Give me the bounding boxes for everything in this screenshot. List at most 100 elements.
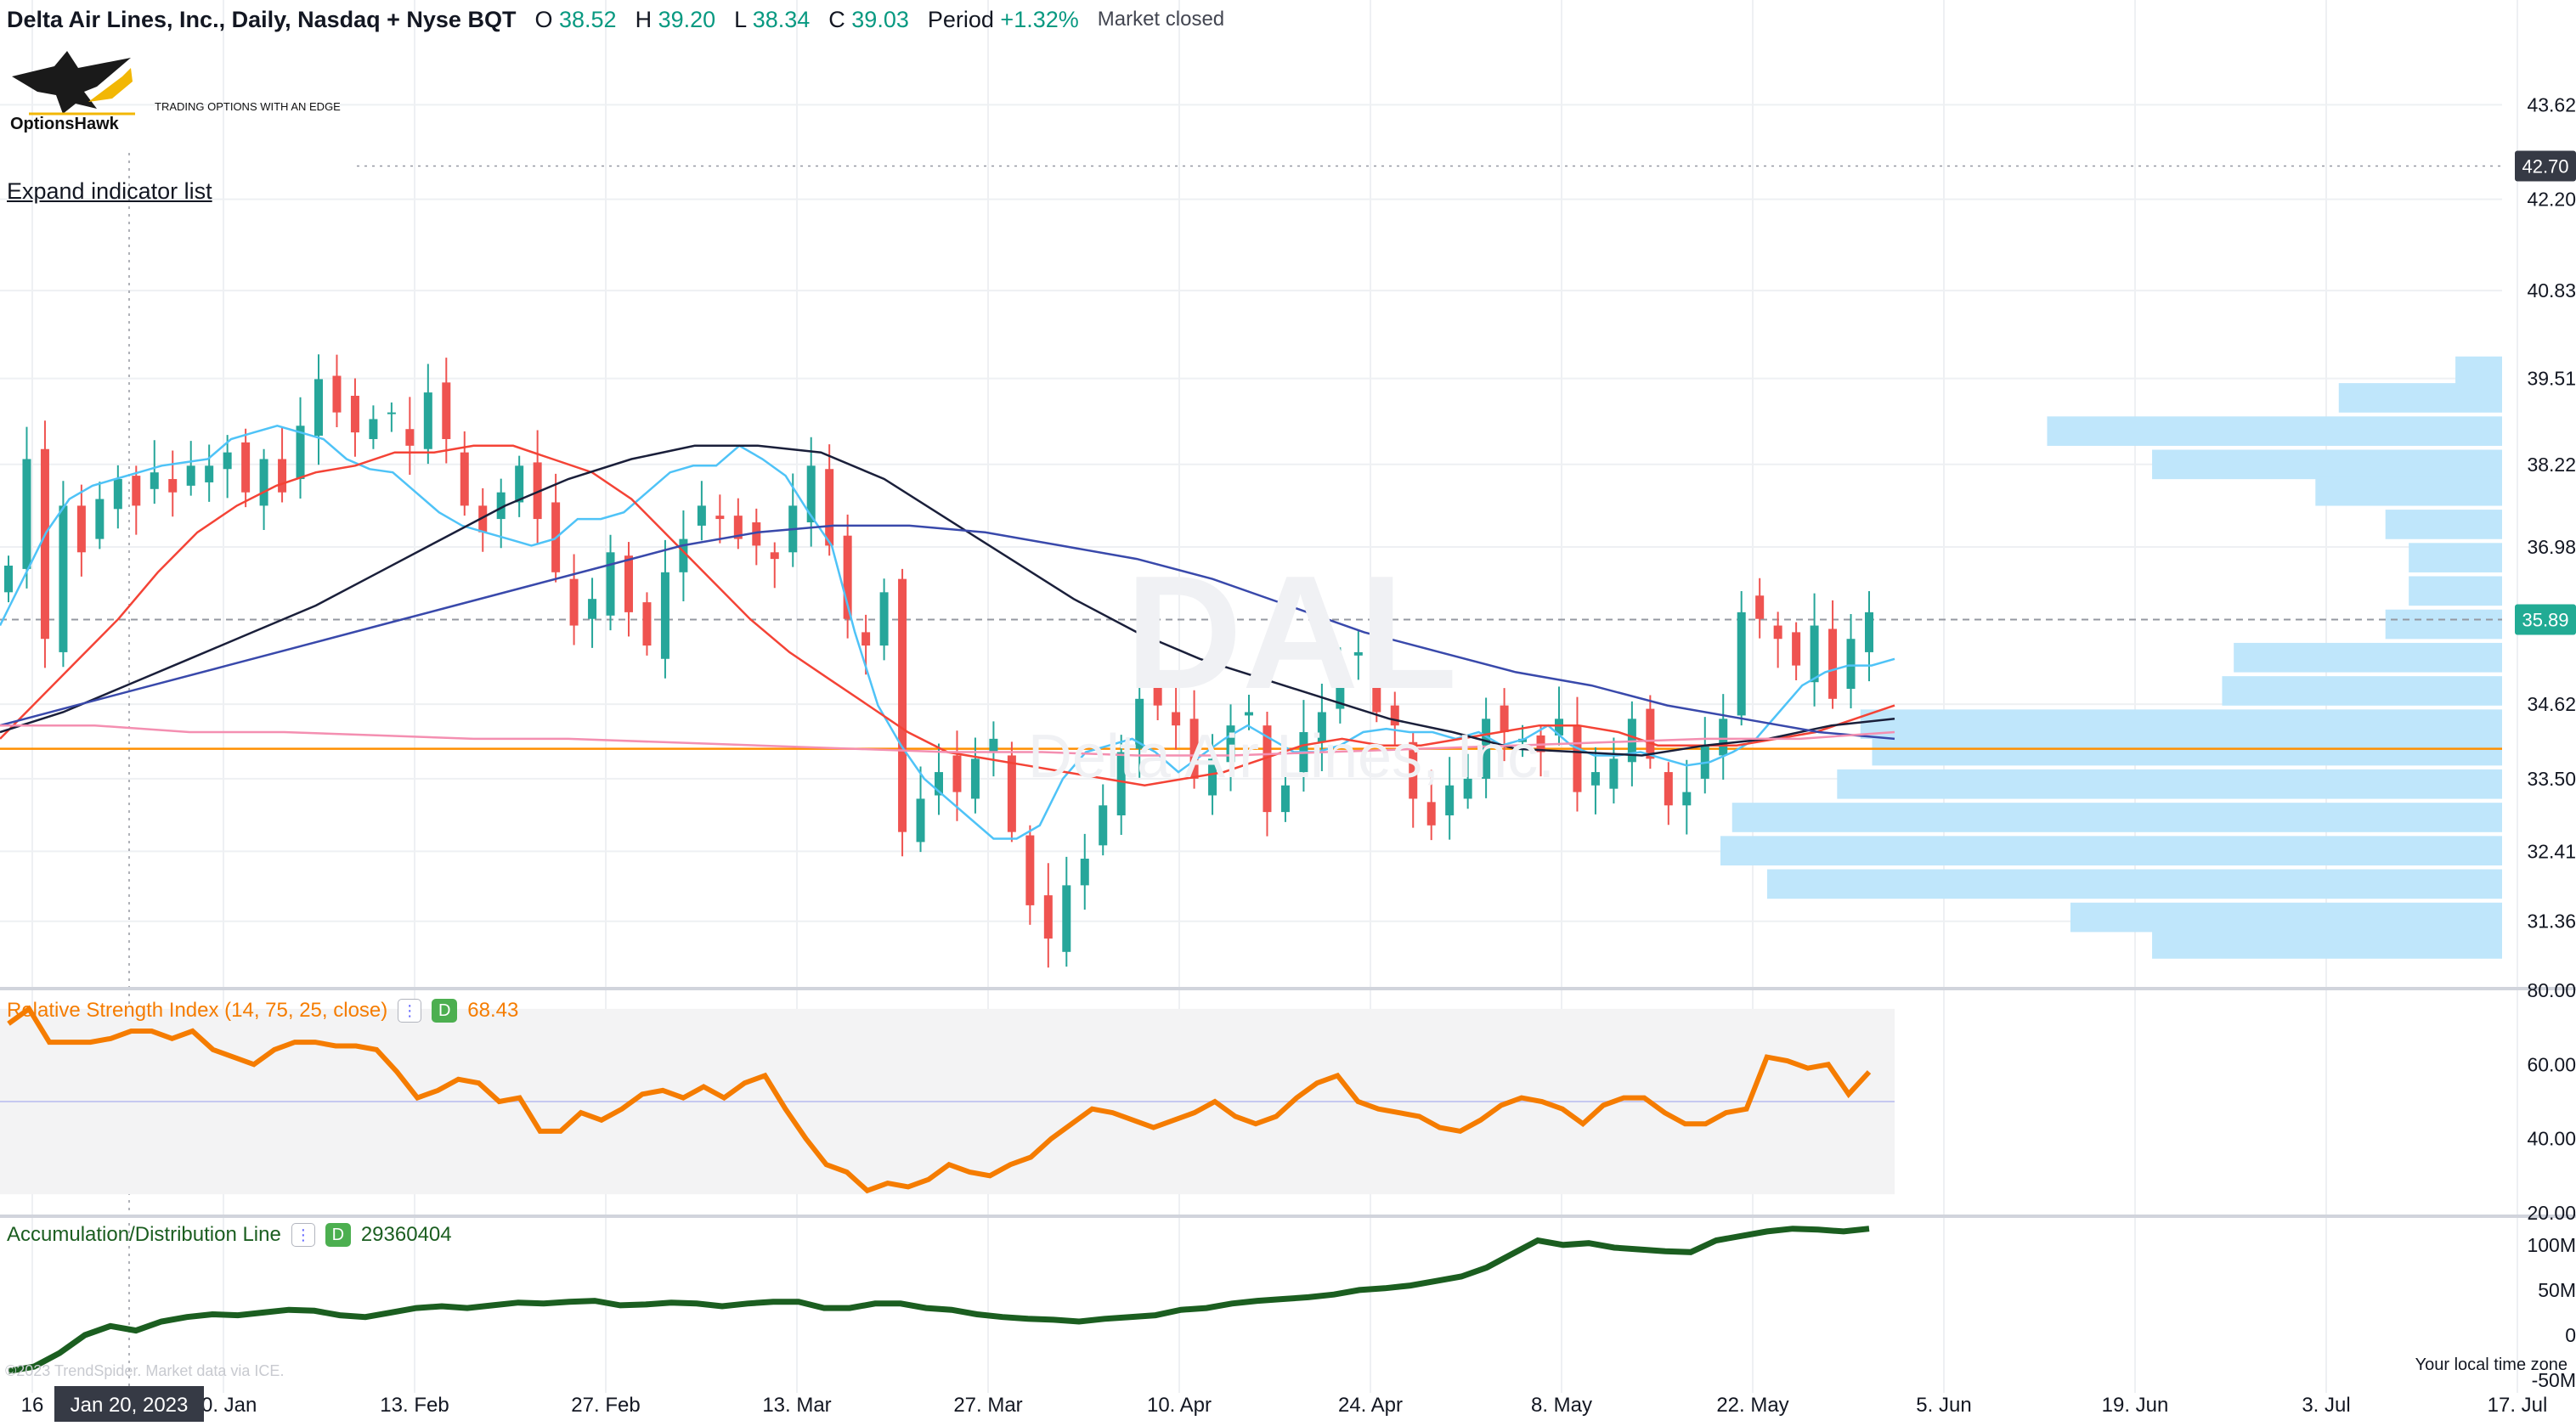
market-status: Market closed xyxy=(1097,8,1225,31)
candle-body xyxy=(4,565,13,593)
candle-body xyxy=(1555,719,1563,736)
candle-body xyxy=(1353,651,1363,656)
volume-profile-bar xyxy=(2409,543,2502,572)
candle-body xyxy=(1828,628,1838,699)
candle-body xyxy=(989,738,998,752)
candle-body xyxy=(1372,658,1381,713)
logo-tagline: TRADING OPTIONS WITH AN EDGE xyxy=(155,100,341,113)
volume-profile-bar xyxy=(2385,609,2502,640)
candle-body xyxy=(1664,772,1673,806)
current-price-badge-text: 35.89 xyxy=(2522,609,2568,630)
candle-body xyxy=(1737,612,1746,716)
candle-body xyxy=(1682,792,1692,806)
candle-body xyxy=(1336,672,1345,709)
watermark-symbol: DAL xyxy=(1126,543,1457,723)
candle-body xyxy=(1062,885,1071,952)
ohlc-close: C 39.03 xyxy=(828,6,909,32)
adl-tick-label: 100M xyxy=(2527,1234,2576,1256)
adl-tick-label: -50M xyxy=(2532,1369,2576,1391)
candle-body xyxy=(442,382,451,439)
axes: 16 30. Jan 13. Feb 27. Feb 13. Mar 27. Mar 10.… xyxy=(0,93,2576,1422)
volume-profile-bar xyxy=(2455,356,2502,386)
volume-profile-bar xyxy=(2070,902,2502,933)
optionshawk-logo: OptionsHawk TRADING OPTIONS WITH AN EDGE xyxy=(3,42,360,143)
candle-body xyxy=(1426,802,1436,826)
candle-body xyxy=(569,578,579,626)
rsi-value: 68.43 xyxy=(467,999,519,1022)
volume-profile-bar xyxy=(2409,576,2502,606)
volume-profile-bar xyxy=(1860,709,2502,739)
candle-body xyxy=(423,392,432,449)
rsi-menu-button[interactable]: ⋮ xyxy=(398,999,422,1023)
candle-body xyxy=(1500,705,1509,733)
rsi-tick-label: 20.00 xyxy=(2527,1202,2576,1224)
candle-body xyxy=(40,448,49,640)
candle-body xyxy=(59,505,68,652)
candle-body xyxy=(606,552,615,616)
candle-body xyxy=(1482,719,1491,779)
candle-body xyxy=(1409,741,1418,799)
candle-body xyxy=(132,476,141,506)
candle-body xyxy=(223,452,232,470)
candle-body xyxy=(588,599,597,619)
adl-tick-label: 0 xyxy=(2565,1324,2576,1346)
volume-profile xyxy=(1720,356,2502,959)
price-tick-label: 33.50 xyxy=(2527,768,2576,790)
data-credit: ©2023 TrendSpider. Market data via ICE. xyxy=(5,1362,285,1379)
timezone-label[interactable]: Your local time zone xyxy=(2415,1356,2568,1374)
volume-profile-bar xyxy=(1731,803,2502,832)
price-tick-label: 34.62 xyxy=(2527,693,2576,715)
candle-body xyxy=(205,465,214,482)
candle-body xyxy=(278,459,287,493)
candle-body xyxy=(332,375,342,413)
candle-body xyxy=(241,442,251,493)
candle-body xyxy=(733,516,743,539)
moving-average-line xyxy=(0,724,1895,757)
candle-body xyxy=(752,522,761,546)
price-tick-label: 40.83 xyxy=(2527,279,2576,302)
x-tick-label: 27. Mar xyxy=(953,1394,1022,1417)
candle-body xyxy=(1463,778,1472,799)
candle-body xyxy=(1317,712,1326,742)
candle-body xyxy=(150,472,159,489)
pane-separator xyxy=(0,987,2576,990)
candle-body xyxy=(1755,595,1765,619)
candle-body xyxy=(642,602,652,646)
candle-body xyxy=(350,396,359,433)
candle-body xyxy=(1135,698,1144,749)
candle-body xyxy=(806,465,816,522)
adl-pane xyxy=(8,1226,1870,1374)
x-tick-label: 16 xyxy=(21,1394,44,1417)
candle-body xyxy=(1590,772,1600,786)
price-tick-label: 43.62 xyxy=(2527,93,2576,116)
adl-value: 29360404 xyxy=(360,1223,452,1246)
volume-profile-bar xyxy=(1766,869,2502,899)
volume-profile-bar xyxy=(2338,383,2502,413)
rsi-tick-label: 80.00 xyxy=(2527,979,2576,1001)
candle-body xyxy=(1846,639,1856,690)
candle-body xyxy=(1773,625,1782,640)
candle-body xyxy=(825,469,834,546)
current-price-badge xyxy=(2515,604,2576,635)
x-tick-label: 24. Apr xyxy=(1338,1394,1403,1417)
candle-body xyxy=(113,479,122,510)
price-tick-label: 38.22 xyxy=(2527,454,2576,476)
price-tick-label: 32.41 xyxy=(2527,840,2576,862)
symbol-title: Delta Air Lines, Inc., Daily, Nasdaq + N… xyxy=(7,6,517,32)
crosshair-date-text: Jan 20, 2023 xyxy=(71,1394,189,1417)
x-tick-label: 8. May xyxy=(1531,1394,1592,1417)
candle-body xyxy=(952,755,962,792)
volume-profile-bar xyxy=(2047,416,2502,446)
expand-indicator-list-link[interactable]: Expand indicator list xyxy=(7,178,212,204)
volume-profile-bar xyxy=(1872,736,2502,766)
price-tick-label: 31.36 xyxy=(2527,910,2576,933)
moving-average-line xyxy=(0,524,1895,741)
candle-body xyxy=(1445,785,1455,816)
x-tick-label: 5. Jun xyxy=(1916,1394,1971,1417)
adl-menu-button[interactable]: ⋮ xyxy=(291,1223,315,1247)
x-tick-label: 22. May xyxy=(1716,1394,1788,1417)
period-change: Period +1.32% xyxy=(927,6,1079,32)
